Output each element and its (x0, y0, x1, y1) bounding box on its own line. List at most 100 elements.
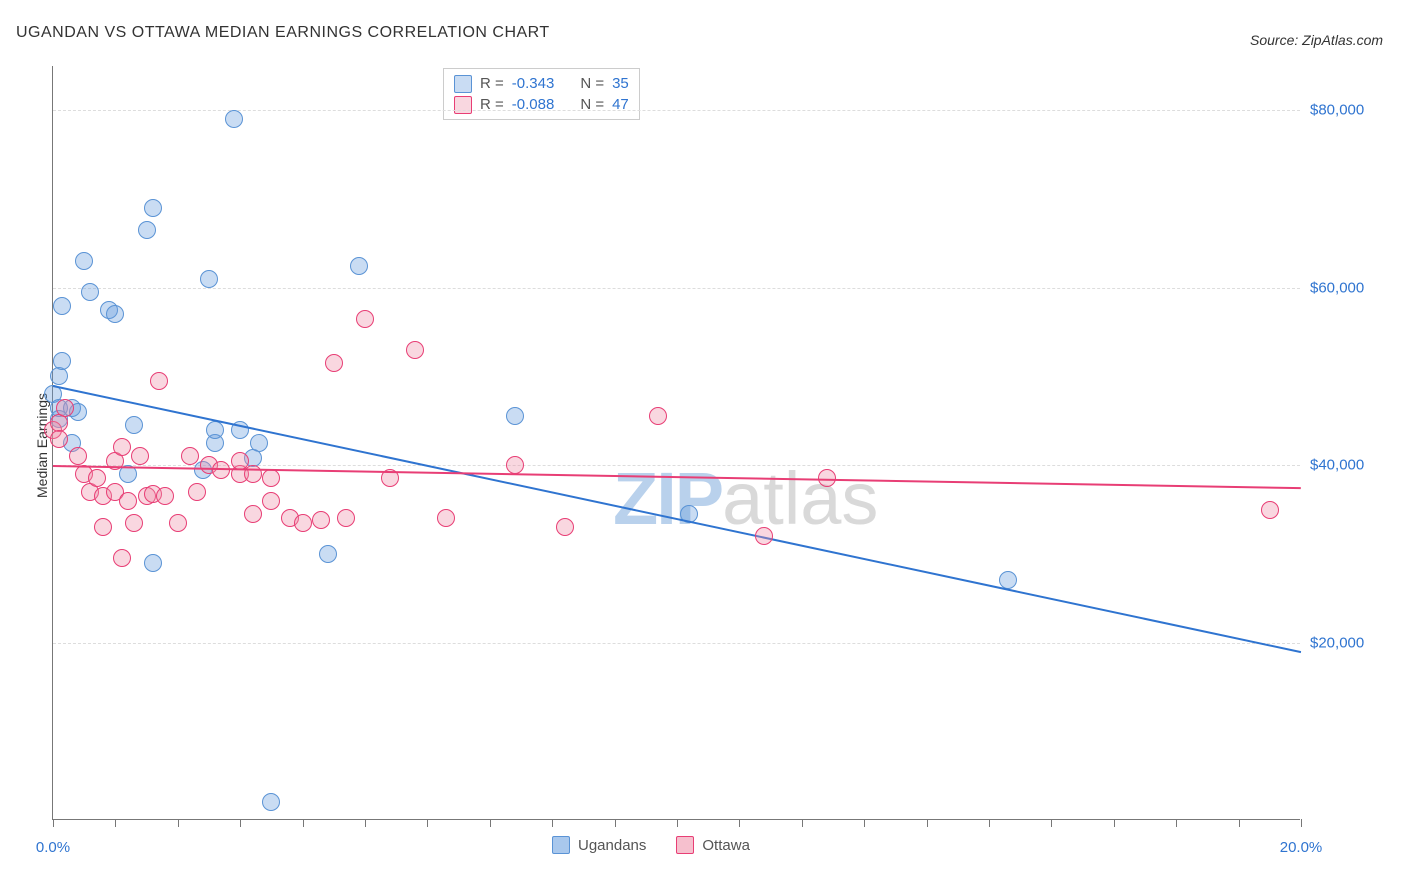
legend-item: Ottawa (676, 836, 750, 854)
y-tick-label: $20,000 (1310, 634, 1364, 651)
x-tick (927, 819, 928, 827)
x-tick (864, 819, 865, 827)
data-point (125, 514, 143, 532)
x-tick (1239, 819, 1240, 827)
source-attribution: Source: ZipAtlas.com (1250, 32, 1383, 48)
stats-row: R = -0.343N = 35 (454, 73, 629, 94)
x-tick (427, 819, 428, 827)
x-tick (303, 819, 304, 827)
trend-line (53, 385, 1301, 653)
x-tick (615, 819, 616, 827)
data-point (50, 367, 68, 385)
x-tick (240, 819, 241, 827)
stat-r-label: R = (480, 73, 504, 94)
x-tick (115, 819, 116, 827)
data-point (406, 341, 424, 359)
stat-r-value: -0.343 (512, 73, 555, 94)
data-point (144, 554, 162, 572)
data-point (437, 509, 455, 527)
data-point (94, 518, 112, 536)
data-point (356, 310, 374, 328)
data-point (150, 372, 168, 390)
data-point (506, 407, 524, 425)
x-tick (1176, 819, 1177, 827)
x-tick (1051, 819, 1052, 827)
stat-r-value: -0.088 (512, 94, 555, 115)
chart-title: UGANDAN VS OTTAWA MEDIAN EARNINGS CORREL… (16, 24, 550, 42)
legend-bottom: Ugandans Ottawa (552, 836, 750, 854)
stats-row: R = -0.088 N = 47 (454, 94, 629, 115)
gridline (53, 110, 1300, 111)
stat-r-label: R = (480, 94, 504, 115)
watermark: ZIPatlas (613, 456, 878, 541)
plot-area: ZIPatlas R = -0.343N = 35R = -0.088N = 4… (52, 66, 1300, 820)
x-tick (490, 819, 491, 827)
legend-swatch (552, 836, 570, 854)
data-point (125, 416, 143, 434)
data-point (319, 545, 337, 563)
data-point (106, 305, 124, 323)
data-point (755, 527, 773, 545)
data-point (53, 352, 71, 370)
data-point (69, 447, 87, 465)
x-tick (178, 819, 179, 827)
stat-n-label: N = (580, 73, 604, 94)
x-tick (1301, 819, 1302, 827)
data-point (294, 514, 312, 532)
data-point (225, 110, 243, 128)
data-point (200, 270, 218, 288)
data-point (81, 283, 99, 301)
x-tick (53, 819, 54, 827)
correlation-stats-box: R = -0.343N = 35R = -0.088N = 47 (443, 68, 640, 120)
data-point (1261, 501, 1279, 519)
data-point (556, 518, 574, 536)
data-point (75, 252, 93, 270)
data-point (50, 430, 68, 448)
data-point (169, 514, 187, 532)
legend-swatch (454, 75, 472, 93)
watermark-zip: ZIP (613, 457, 722, 540)
x-tick (1114, 819, 1115, 827)
data-point (113, 438, 131, 456)
x-tick (365, 819, 366, 827)
y-axis-label: Median Earnings (34, 393, 50, 498)
data-point (156, 487, 174, 505)
x-tick (739, 819, 740, 827)
y-tick-label: $40,000 (1310, 457, 1364, 474)
data-point (53, 297, 71, 315)
data-point (312, 511, 330, 529)
data-point (649, 407, 667, 425)
data-point (181, 447, 199, 465)
data-point (113, 549, 131, 567)
x-tick (677, 819, 678, 827)
y-tick-label: $60,000 (1310, 279, 1364, 296)
y-tick-label: $80,000 (1310, 102, 1364, 119)
data-point (337, 509, 355, 527)
data-point (262, 492, 280, 510)
legend-swatch (676, 836, 694, 854)
gridline (53, 288, 1300, 289)
x-tick-label: 20.0% (1280, 839, 1323, 856)
watermark-atlas: atlas (722, 457, 878, 540)
data-point (262, 469, 280, 487)
legend-item: Ugandans (552, 836, 646, 854)
data-point (56, 399, 74, 417)
stat-n-label: N = (580, 94, 604, 115)
stat-n-value: 47 (612, 94, 629, 115)
data-point (506, 456, 524, 474)
data-point (188, 483, 206, 501)
legend-label: Ottawa (702, 837, 750, 854)
gridline (53, 643, 1300, 644)
data-point (119, 492, 137, 510)
data-point (244, 505, 262, 523)
legend-label: Ugandans (578, 837, 646, 854)
data-point (262, 793, 280, 811)
x-tick-label: 0.0% (36, 839, 70, 856)
data-point (250, 434, 268, 452)
data-point (88, 469, 106, 487)
data-point (144, 199, 162, 217)
x-tick (989, 819, 990, 827)
data-point (325, 354, 343, 372)
data-point (206, 421, 224, 439)
x-tick (552, 819, 553, 827)
